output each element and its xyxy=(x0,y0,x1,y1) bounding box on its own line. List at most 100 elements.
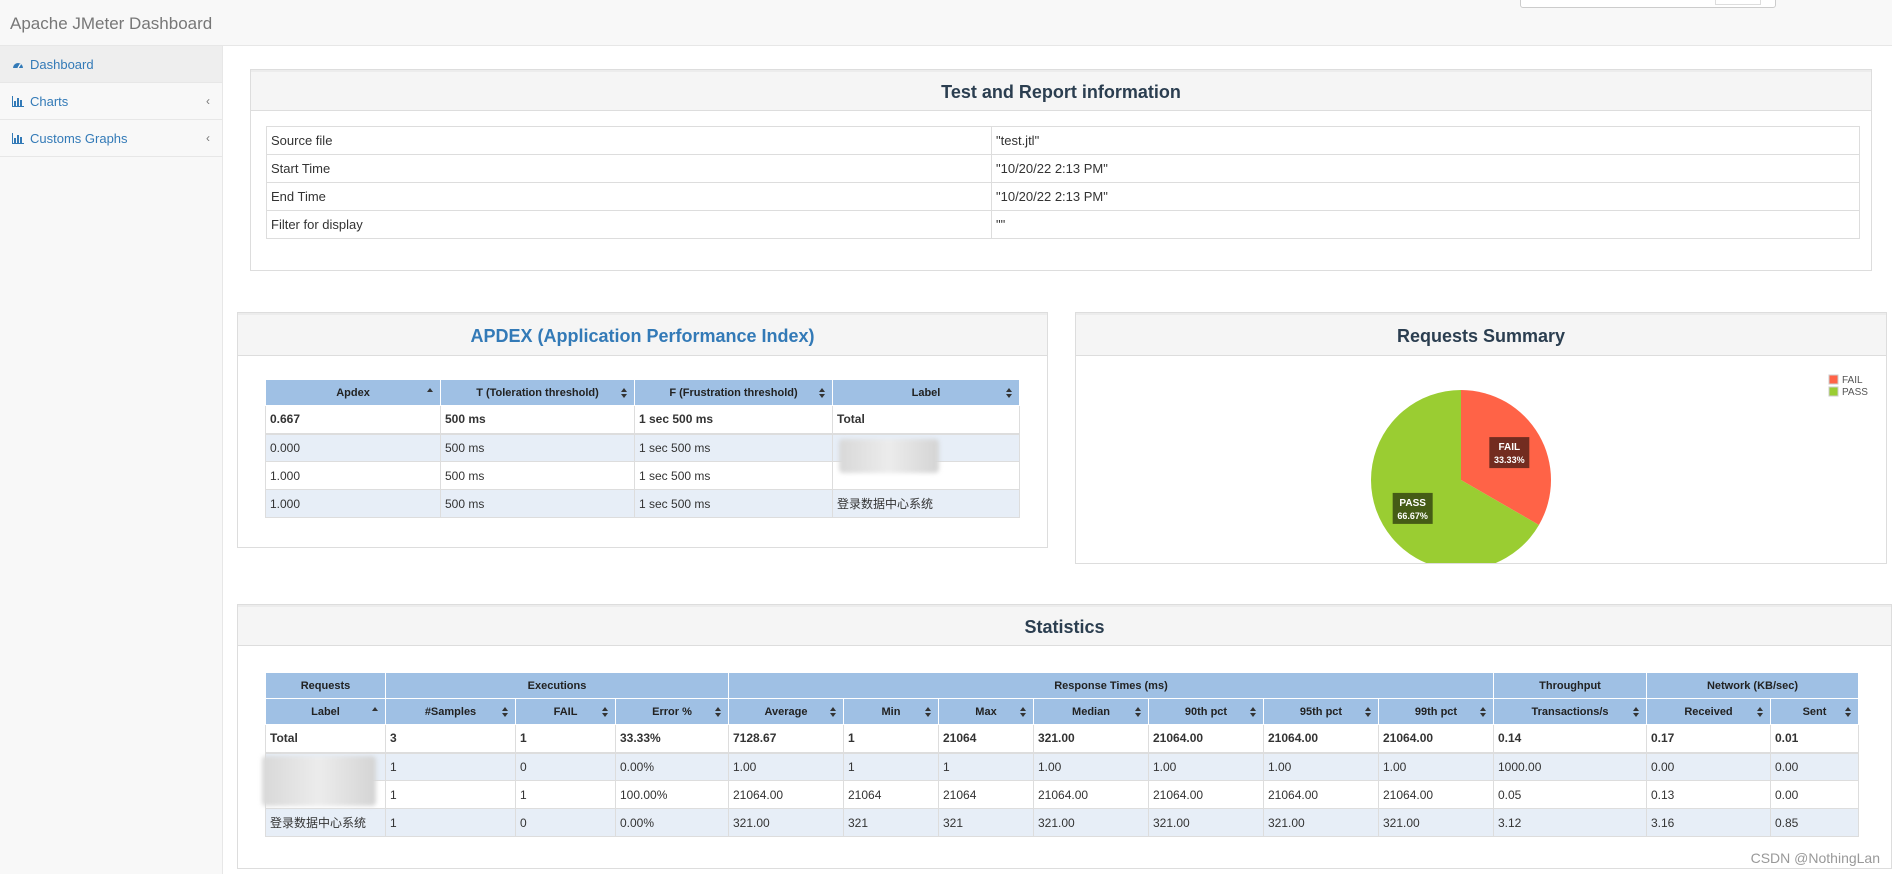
app-brand[interactable]: Apache JMeter Dashboard xyxy=(10,14,213,33)
table-row-total: Total 3 1 33.33% 7128.67 1 21064 321.00 … xyxy=(265,724,1859,754)
panel-title: Requests Summary xyxy=(1076,313,1886,356)
cell: 1.000 xyxy=(265,461,441,490)
sidebar-item-label: Customs Graphs xyxy=(30,130,128,146)
cell: 321 xyxy=(938,808,1034,837)
cell: 500 ms xyxy=(440,461,635,490)
cell: 0.00% xyxy=(615,752,729,781)
cell: 登录数据中心系统 xyxy=(265,808,386,837)
cell: 1.00 xyxy=(1148,752,1264,781)
info-key: Source file xyxy=(266,126,992,155)
statistics-panel: Statistics Requests Executions Response … xyxy=(237,604,1892,869)
cell: 1.000 xyxy=(265,489,441,518)
group-header: Executions xyxy=(385,672,729,699)
panel-title[interactable]: APDEX (Application Performance Index) xyxy=(238,313,1047,356)
sort-icon xyxy=(819,388,826,398)
sort-icon xyxy=(1365,707,1372,717)
top-navbar: Apache JMeter Dashboard xyxy=(0,0,1892,46)
cell: 21064.00 xyxy=(1148,780,1264,809)
info-value: "10/20/22 2:13 PM" xyxy=(991,154,1860,183)
redacted-label xyxy=(262,755,376,806)
column-header[interactable]: 99th pct xyxy=(1378,698,1494,725)
cell: 1 sec 500 ms xyxy=(634,405,833,435)
column-header[interactable]: Apdex xyxy=(265,379,441,406)
pie-label-box xyxy=(1489,437,1530,469)
column-header[interactable]: Min xyxy=(843,698,939,725)
cell: 33.33% xyxy=(615,724,729,754)
column-header[interactable]: #Samples xyxy=(385,698,516,725)
table-row: Filter for display "" xyxy=(266,210,1860,239)
cell: 1.00 xyxy=(1033,752,1149,781)
column-header[interactable]: Max xyxy=(938,698,1034,725)
cell: 321.00 xyxy=(728,808,844,837)
apdex-table: Apdex T (Toleration threshold) F (Frustr… xyxy=(265,379,1020,518)
cell-redacted xyxy=(262,752,386,806)
cell: 1.00 xyxy=(1378,752,1494,781)
column-header[interactable]: Sent xyxy=(1770,698,1859,725)
column-header[interactable]: FAIL xyxy=(515,698,616,725)
apdex-panel: APDEX (Application Performance Index) Ap… xyxy=(237,312,1048,548)
cell: 1 sec 500 ms xyxy=(634,433,833,462)
cell: 1.00 xyxy=(1263,752,1379,781)
top-dropdown-box[interactable] xyxy=(1520,0,1776,8)
sort-icon xyxy=(830,707,837,717)
watermark: CSDN @NothingLan xyxy=(1750,850,1880,866)
cell: 1 xyxy=(385,752,516,781)
cell: 0.00 xyxy=(1646,752,1771,781)
sort-asc-icon xyxy=(427,388,434,398)
cell: 1000.00 xyxy=(1493,752,1647,781)
group-header: Response Times (ms) xyxy=(728,672,1494,699)
cell: 21064.00 xyxy=(728,780,844,809)
cell: 1 sec 500 ms xyxy=(634,489,833,518)
info-value: "10/20/22 2:13 PM" xyxy=(991,182,1860,211)
column-header[interactable]: 95th pct xyxy=(1263,698,1379,725)
cell: 0.05 xyxy=(1493,780,1647,809)
column-header[interactable]: 90th pct xyxy=(1148,698,1264,725)
legend-item-pass[interactable]: PASS xyxy=(1828,386,1868,398)
cell: 1 sec 500 ms xyxy=(634,461,833,490)
column-header[interactable]: Label xyxy=(832,379,1020,406)
sort-icon xyxy=(1006,388,1013,398)
cell: 0.00 xyxy=(1770,752,1859,781)
group-header: Throughput xyxy=(1493,672,1647,699)
column-header[interactable]: Median xyxy=(1033,698,1149,725)
cell: 1 xyxy=(843,752,939,781)
legend-label: FAIL xyxy=(1842,375,1863,386)
sort-icon xyxy=(1633,707,1640,717)
column-header[interactable]: Received xyxy=(1646,698,1771,725)
cell: 0.00% xyxy=(615,808,729,837)
cell: 1 xyxy=(515,780,616,809)
cell: 0.17 xyxy=(1646,724,1771,754)
legend-swatch xyxy=(1828,386,1839,397)
sort-icon xyxy=(502,707,509,717)
sort-icon xyxy=(602,707,609,717)
column-header[interactable]: Error % xyxy=(615,698,729,725)
cell: 0.667 xyxy=(265,405,441,435)
cell: 21064.00 xyxy=(1378,724,1494,754)
cell: 21064.00 xyxy=(1263,780,1379,809)
info-key: End Time xyxy=(266,182,992,211)
cell: Total xyxy=(832,405,1020,435)
panel-title: Statistics xyxy=(238,605,1891,646)
column-header[interactable]: Label xyxy=(265,698,386,725)
info-key: Filter for display xyxy=(266,210,992,239)
dashboard-icon xyxy=(13,62,23,68)
column-header[interactable]: Average xyxy=(728,698,844,725)
column-header[interactable]: Transactions/s xyxy=(1493,698,1647,725)
column-header[interactable]: T (Toleration threshold) xyxy=(440,379,635,406)
panel-title: Test and Report information xyxy=(251,70,1871,111)
sidebar-item-customs-graphs[interactable]: Customs Graphs ‹ xyxy=(0,120,222,157)
legend-item-fail[interactable]: FAIL xyxy=(1828,374,1863,386)
cell: 0 xyxy=(515,808,616,837)
column-header[interactable]: F (Frustration threshold) xyxy=(634,379,833,406)
table-row: 登录数据中心系统 1 0 0.00% 321.00 321 321 321.00… xyxy=(265,808,1859,837)
sidebar-item-charts[interactable]: Charts ‹ xyxy=(0,83,222,120)
cell: 3 xyxy=(385,724,516,754)
pie-label-box xyxy=(1392,492,1433,524)
sort-icon xyxy=(925,707,932,717)
sort-icon xyxy=(715,707,722,717)
sidebar: Dashboard Charts ‹ Customs Graphs ‹ xyxy=(0,46,223,874)
cell: 21064.00 xyxy=(1263,724,1379,754)
sidebar-item-dashboard[interactable]: Dashboard xyxy=(0,46,222,83)
bar-chart-icon xyxy=(12,95,24,107)
